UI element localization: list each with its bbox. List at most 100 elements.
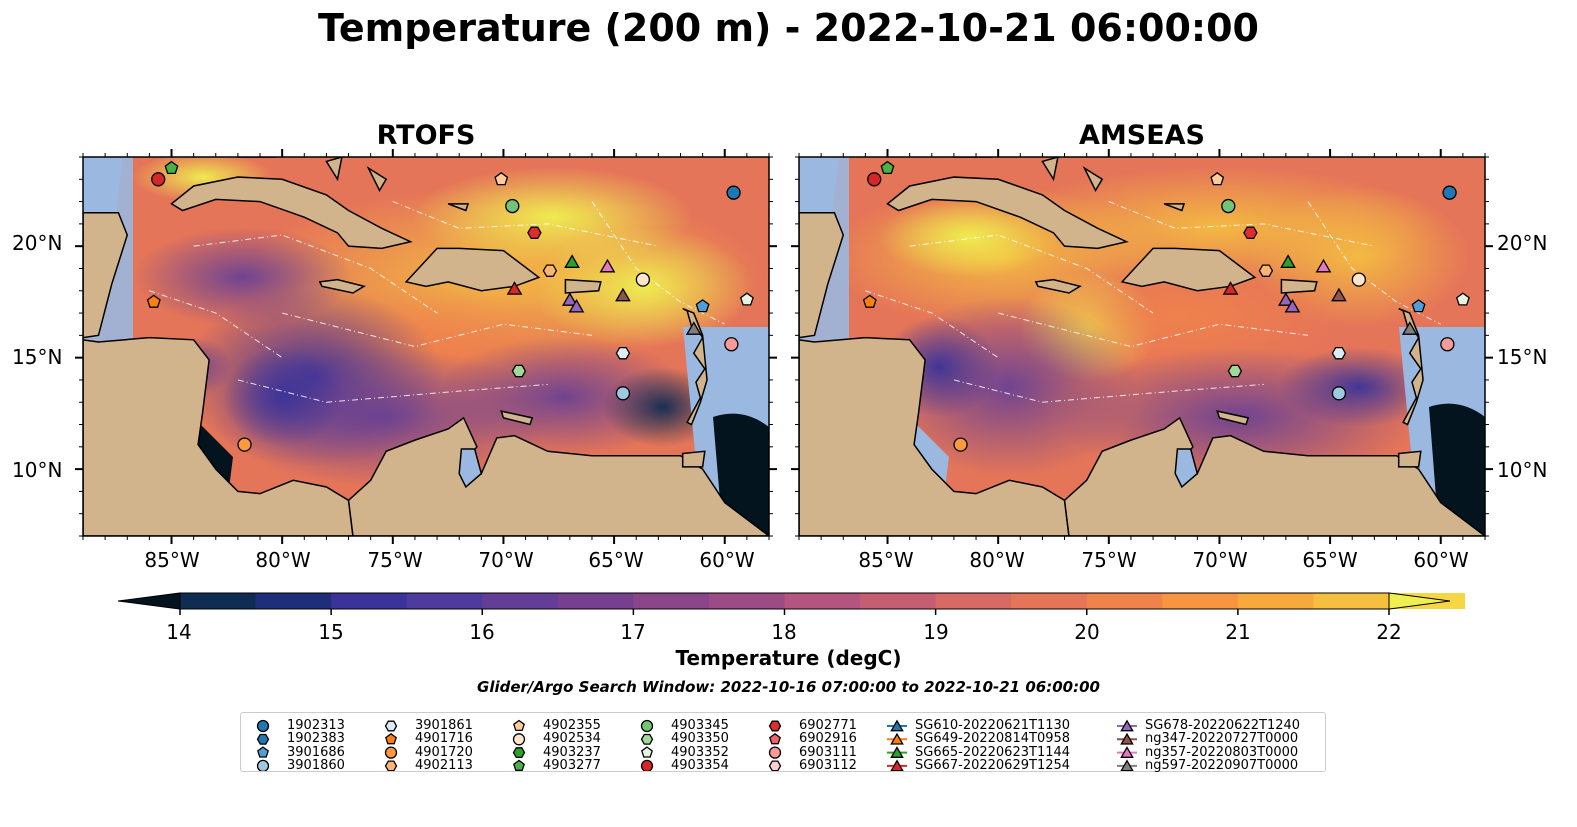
boundary-line [149,290,283,359]
land-florida [237,157,277,158]
legend-label: 4903277 [543,757,601,773]
legend-marker-4901720 [384,746,398,759]
marker-4903277 [164,160,179,175]
lon-label-80w-b: 80°W [969,548,1025,572]
legend-label: 1902313 [287,718,345,733]
boundary-line [1307,201,1441,325]
marker-SG678-20220622T1240 [1277,292,1294,306]
legend-label: ng597-20220907T0000 [1145,757,1299,773]
panel-frame [82,156,770,537]
legend-label: 1902383 [287,731,345,747]
colorbar-segment [482,593,559,609]
legend-marker-4902113 [384,760,398,771]
marker-4902355 [1210,171,1225,186]
legend-marker-6902771 [768,720,782,732]
colorbar-tick-17: 17 [620,620,646,644]
legend-marker-4903352 [641,746,653,758]
boundary-line [282,312,593,348]
legend-marker-4903345 [640,719,654,733]
colorbar-tick-21: 21 [1225,620,1251,644]
colorbar-segment [406,593,483,609]
legend-marker-ng597-20220907T0000 [1120,759,1134,771]
land-hispaniola [404,247,541,292]
legend-label: 4903354 [671,757,729,773]
legend-label: SG649-20220814T0958 [915,731,1071,747]
lon-label-75w-b: 75°W [1081,548,1137,572]
legend-marker-SG610-20220621T1130 [890,719,904,732]
marker-4903277 [880,160,895,175]
boundary-line [392,201,659,247]
marker-SG667-20220629T1254 [506,281,523,295]
legend-label: SG667-20220629T1254 [915,757,1071,773]
lat-label-20n: 20°N [12,231,63,255]
colorbar-segment [935,593,1012,609]
colorbar-segment [180,593,257,609]
legend-label: 6903111 [799,744,857,760]
marker-3901860 [615,386,631,401]
lon-label-75w: 75°W [367,548,423,572]
colorbar [117,592,1466,615]
marker-6902771 [527,226,542,240]
marker-4903350 [1227,364,1243,378]
legend-marker-SG667-20220629T1254 [890,759,904,771]
legend-label: 6903112 [799,757,857,773]
legend-marker-4903277 [513,759,525,771]
lat-label-15n-right: 15°N [1497,345,1548,369]
lon-label-65w-b: 65°W [1302,548,1358,572]
lon-label-85w-b: 85°W [858,548,914,572]
lat-label-15n: 15°N [12,345,63,369]
panel-title-amseas: AMSEAS [1079,120,1205,151]
legend-label: 3901686 [287,744,345,760]
marker-4901720 [953,437,968,452]
marker-3901686 [695,299,710,313]
legend-label: SG610-20220621T1130 [915,718,1071,733]
marker-3901861 [615,346,631,360]
land-puertorico [1280,278,1318,294]
marker-4903354 [151,172,166,187]
marker-ng357-20220803T0000 [1315,258,1332,273]
land-bahamas2 [1082,166,1104,193]
land-cuba [886,176,1129,250]
land-southam [347,416,769,536]
marker-4903345 [505,198,520,214]
marker-4903352 [739,292,754,306]
panel-title-rtofs: RTOFS [376,120,476,151]
lon-label-80w: 80°W [255,548,311,572]
boundary-line [1108,201,1375,247]
marker-6903111 [724,337,739,352]
marker-SG678-20220622T1240 [568,298,585,313]
boundary-line [237,379,548,403]
marker-ng597-20220907T0000 [1401,321,1418,335]
legend-marker-6903112 [768,760,782,771]
marker-4901720 [237,437,252,452]
land-bahamas2 [366,166,388,193]
boundary-line [998,312,1309,348]
colorbar-tick-16: 16 [469,620,495,644]
legend-label: 4903352 [671,744,729,760]
colorbar-segment [331,593,408,609]
land-curacao [1216,410,1250,426]
legend-marker-4902355 [513,719,525,732]
colorbar-segment [1237,593,1314,609]
search-window-text: Glider/Argo Search Window: 2022-10-16 07… [477,678,1100,696]
legend-label: 6902771 [799,718,857,733]
colorbar-tick-22: 22 [1376,620,1402,644]
marker-4903345 [1221,198,1236,214]
marker-3901861 [1331,346,1347,360]
land-yucatan [799,211,845,339]
land-trinidad [1397,450,1422,468]
marker-1902313 [1442,185,1457,200]
land-jamaica [1034,278,1082,294]
colorbar-segment [633,593,710,609]
marker-SG665-20220623T1144 [564,254,580,268]
marker-6903111 [1440,337,1455,352]
colorbar-segment [1162,593,1239,609]
lat-label-20n-right: 20°N [1497,231,1548,255]
legend-marker-SG678-20220622T1240 [1120,719,1134,732]
colorbar-tick-20: 20 [1074,620,1100,644]
land-curacao [500,410,534,426]
land-venlake [458,448,483,489]
legend-marker-4903237 [512,747,526,759]
marker-ng357-20220803T0000 [599,258,616,273]
marker-ng347-20220727T0000 [1331,287,1347,302]
